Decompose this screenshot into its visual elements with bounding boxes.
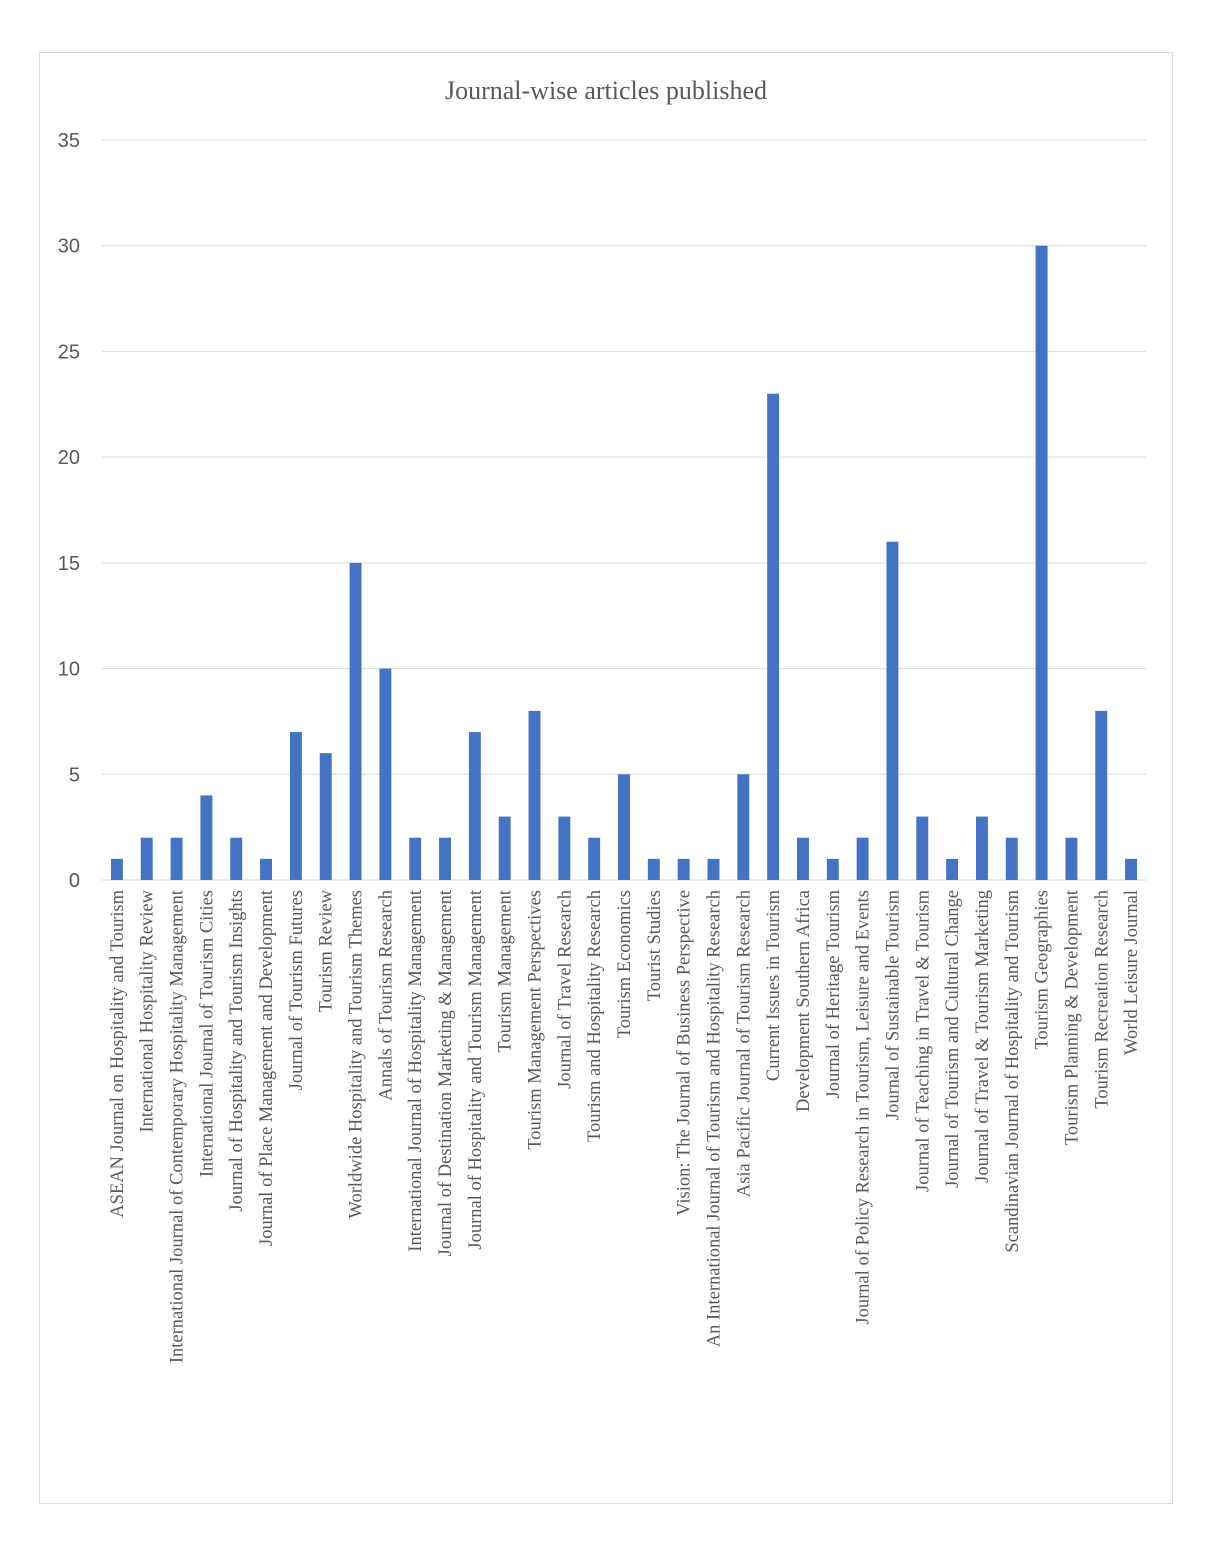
bar: [1095, 710, 1108, 880]
x-tick-label: Development Southern Africa: [794, 890, 814, 1112]
bar: [1035, 245, 1048, 880]
x-tick-label: An International Journal of Tourism and …: [704, 890, 724, 1347]
bar: [230, 837, 243, 880]
x-tick-label: Journal of Travel Research: [555, 890, 575, 1089]
x-tick-label: Journal of Heritage Tourism: [824, 889, 844, 1098]
x-tick-label: Tourism Management Perspectives: [526, 890, 546, 1150]
x-tick-label: International Journal of Tourism Cities: [197, 890, 217, 1177]
x-axis-ticks: ASEAN Journal on Hospitality and Tourism…: [108, 889, 1142, 1363]
x-tick-label: International Journal of Contemporary Ho…: [168, 889, 188, 1363]
y-tick-label: 15: [58, 553, 80, 575]
bar: [677, 858, 690, 880]
x-tick-label: Journal of Policy Research in Tourism, L…: [854, 890, 874, 1325]
x-tick-label: Vision: The Journal of Business Perspect…: [675, 890, 695, 1216]
bar: [468, 732, 481, 880]
bar: [1125, 858, 1138, 880]
x-tick-label: Tourism and Hospitality Research: [585, 890, 605, 1142]
x-tick-label: Asia Pacific Journal of Tourism Research: [734, 890, 754, 1197]
x-tick-label: Journal of Tourism and Cultural Change: [943, 890, 963, 1188]
bar: [110, 858, 123, 880]
x-tick-label: Tourism Geographies: [1033, 890, 1053, 1050]
x-tick-label: Current Issues in Tourism: [764, 889, 784, 1081]
bar: [558, 816, 571, 880]
x-tick-label: Journal of Hospitality and Tourism Insig…: [227, 890, 247, 1212]
gridlines: [102, 139, 1146, 881]
bar: [170, 837, 183, 880]
bar: [140, 837, 153, 880]
y-tick-label: 10: [58, 659, 80, 681]
x-tick-label: Tourism Recreation Research: [1092, 890, 1112, 1109]
x-tick-label: Journal of Place Management and Developm…: [257, 889, 277, 1246]
bar: [946, 858, 959, 880]
bar: [767, 393, 780, 880]
x-tick-label: Annals of Tourism Research: [376, 890, 396, 1101]
bar: [498, 816, 511, 880]
bar: [916, 816, 929, 880]
bar: [528, 710, 541, 880]
bar: [826, 858, 839, 880]
bar: [200, 795, 213, 880]
y-tick-label: 25: [58, 341, 80, 363]
bar: [588, 837, 601, 880]
x-tick-label: Tourist Studies: [645, 890, 665, 1001]
y-tick-label: 5: [69, 764, 80, 786]
x-tick-label: Tourism Review: [317, 889, 337, 1012]
bar: [319, 753, 332, 880]
bar: [349, 562, 362, 880]
chart-title: Journal-wise articles published: [445, 76, 767, 105]
x-tick-label: ASEAN Journal on Hospitality and Tourism: [108, 889, 128, 1217]
y-tick-label: 0: [69, 870, 80, 892]
x-tick-label: Tourism Planning & Development: [1062, 889, 1082, 1145]
y-tick-label: 20: [58, 447, 80, 469]
bar: [856, 837, 869, 880]
bar: [618, 774, 630, 880]
y-tick-label: 30: [58, 236, 80, 258]
bar: [707, 858, 720, 880]
bar: [647, 858, 660, 880]
x-tick-label: Worldwide Hospitality and Tourism Themes: [347, 890, 367, 1218]
bar: [409, 837, 422, 880]
x-tick-label: Journal of Destination Marketing & Manag…: [436, 889, 456, 1256]
x-tick-label: Journal of Tourism Futures: [287, 890, 307, 1090]
x-tick-label: Journal of Teaching in Travel & Tourism: [913, 889, 933, 1192]
bar: [975, 816, 988, 880]
bar: [260, 858, 273, 880]
chart-frame: Journal-wise articles published 0 5 10 15 20…: [39, 52, 1173, 1504]
bar: [289, 732, 302, 880]
x-tick-label: Journal of Travel & Tourism Marketing: [973, 890, 993, 1183]
x-tick-label: Tourism Economics: [615, 890, 635, 1038]
x-tick-label: Tourism Management: [496, 889, 516, 1052]
bars: [110, 245, 1138, 880]
bar: [886, 541, 899, 880]
bar: [379, 668, 392, 880]
x-tick-label: International Hospitality Review: [138, 889, 158, 1132]
x-tick-label: Journal of Sustainable Tourism: [883, 889, 903, 1120]
bar: [737, 774, 750, 880]
x-tick-label: Scandinavian Journal of Hospitality and …: [1003, 889, 1023, 1252]
x-tick-label: World Leisure Journal: [1122, 890, 1142, 1055]
y-axis-ticks: 0 5 10 15 20 25 30 35: [58, 130, 80, 892]
bar: [1065, 837, 1078, 880]
bar: [1005, 837, 1018, 880]
bar: [439, 837, 451, 880]
bar: [797, 837, 809, 880]
bar-chart: Journal-wise articles published 0 5 10 15 20…: [58, 76, 1146, 1363]
x-tick-label: International Journal of Hospitality Man…: [406, 889, 426, 1252]
x-tick-label: Journal of Hospitality and Tourism Manag…: [466, 889, 486, 1249]
y-tick-label: 35: [58, 130, 80, 152]
